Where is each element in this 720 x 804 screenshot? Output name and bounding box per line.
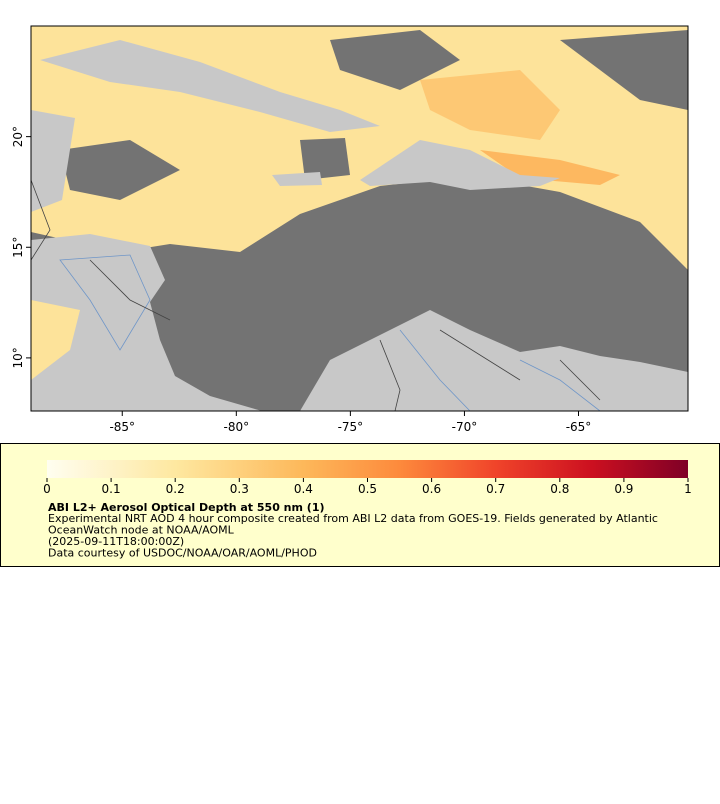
land-yucatan xyxy=(31,110,75,212)
legend-line: Data courtesy of USDOC/NOAA/OAR/AOML/PHO… xyxy=(48,547,317,560)
legend-title: ABI L2+ Aerosol Optical Depth at 550 nm … xyxy=(48,501,325,514)
legend-line: Experimental NRT AOD 4 hour composite cr… xyxy=(48,512,658,525)
colorbar-tick-label: 0.8 xyxy=(550,482,569,496)
colorbar-tick-label: 0.4 xyxy=(294,482,313,496)
colorbar-tick-label: 0.2 xyxy=(166,482,185,496)
x-tick-label: -85° xyxy=(109,420,135,434)
aerosol-high xyxy=(480,150,620,185)
legend-line: (2025-09-11T18:00:00Z) xyxy=(48,535,184,548)
colorbar xyxy=(47,460,688,478)
x-tick-label: -80° xyxy=(224,420,250,434)
colorbar-tick-label: 0.9 xyxy=(614,482,633,496)
legend-line: OceanWatch node at NOAA/AOML xyxy=(48,524,235,537)
colorbar-tick-label: 1 xyxy=(684,482,692,496)
map-frame xyxy=(30,25,689,412)
y-tick-label: 20° xyxy=(11,126,25,147)
colorbar-ticks: 0 0.1 0.2 0.3 0.4 0.5 0.6 0.7 0.8 0.9 1 xyxy=(43,478,692,496)
aerosol-high xyxy=(420,70,560,140)
map-layers xyxy=(31,26,688,411)
rivers xyxy=(59,254,601,411)
legend-lines: Experimental NRT AOD 4 hour composite cr… xyxy=(48,512,658,560)
colorbar-tick-label: 0.3 xyxy=(230,482,249,496)
x-tick-label: -75° xyxy=(338,420,364,434)
colorbar-tick-label: 0.6 xyxy=(422,482,441,496)
land-south-america xyxy=(300,310,688,411)
axis-ticks: -85° -80° -75° -70° -65° 20° 15° 10° xyxy=(11,126,591,434)
borders xyxy=(31,179,601,411)
x-tick-label: -70° xyxy=(452,420,478,434)
colorbar-tick-label: 0.5 xyxy=(358,482,377,496)
land-jamaica xyxy=(272,172,322,186)
no-data-patch xyxy=(560,30,688,110)
no-data-patch xyxy=(330,30,460,90)
land-central-america xyxy=(31,234,262,411)
y-tick-label: 15° xyxy=(11,237,25,258)
aerosol-field xyxy=(31,300,80,380)
no-data-patch xyxy=(60,140,180,200)
land-cuba xyxy=(40,40,380,132)
x-tick-label: -65° xyxy=(566,420,592,434)
no-data-patch xyxy=(300,138,350,180)
colorbar-tick-label: 0.7 xyxy=(486,482,505,496)
colorbar-tick-label: 0.1 xyxy=(102,482,121,496)
colorbar-tick-label: 0 xyxy=(43,482,51,496)
y-tick-label: 10° xyxy=(11,347,25,368)
land-hispaniola xyxy=(360,140,560,190)
